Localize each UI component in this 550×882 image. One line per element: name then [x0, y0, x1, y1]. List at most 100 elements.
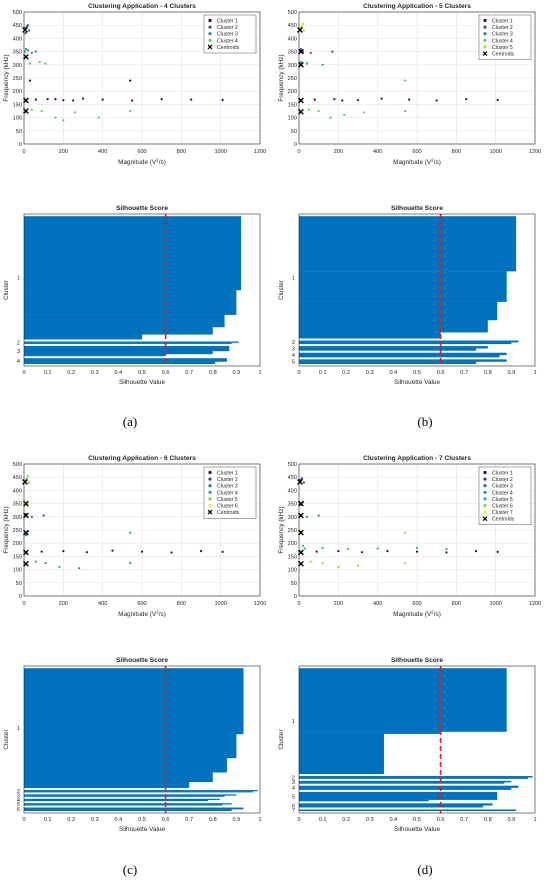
y-tick-label: 150	[13, 102, 22, 108]
x-tick-label: 0.9	[233, 370, 241, 376]
y-tick-label: 450	[13, 23, 22, 29]
chart-title: Clustering Application - 7 Clusters	[363, 455, 471, 462]
legend-label: Cluster 6	[217, 504, 238, 510]
data-point	[129, 531, 132, 534]
chart-title: Silhouette Score	[391, 657, 443, 664]
data-point	[27, 29, 31, 32]
plot-frame	[298, 665, 536, 814]
legend-label: Cluster 4	[492, 490, 513, 496]
silhouette-bar	[299, 668, 507, 732]
silhouette-bar	[24, 334, 142, 340]
silhouette-bar	[24, 790, 258, 792]
data-point	[337, 565, 340, 569]
data-point	[30, 51, 33, 55]
y-axis-label: Frequency (kHz)	[3, 506, 10, 553]
data-point	[408, 98, 411, 101]
data-point	[360, 551, 364, 554]
silhouette-bar	[299, 733, 384, 775]
chart-title: Silhouette Score	[116, 657, 168, 664]
x-axis-label: Magnitude (V2/s)	[118, 158, 166, 167]
legend-label: Cluster 3	[492, 32, 513, 38]
caption-b: (b)	[417, 414, 433, 429]
data-point	[54, 98, 57, 101]
legend-marker	[483, 45, 487, 49]
data-point	[321, 561, 324, 565]
y-tick-label: 5	[292, 794, 295, 800]
x-tick-label: 0	[22, 817, 25, 823]
centroid-marker	[22, 27, 28, 33]
data-point	[376, 547, 379, 550]
data-point	[343, 113, 346, 117]
legend-box	[478, 14, 532, 60]
legend-marker	[208, 497, 212, 501]
caption-d: (d)	[417, 862, 433, 877]
data-point	[62, 99, 65, 102]
silhouette-bar	[24, 807, 244, 810]
x-tick-label: 0.1	[44, 370, 52, 376]
legend-marker	[483, 32, 487, 36]
data-point	[362, 111, 365, 114]
silhouette-bar	[299, 340, 519, 343]
data-point	[199, 550, 203, 553]
y-tick-label: 400	[288, 488, 297, 494]
chart-title: Clustering Application - 4 Clusters	[88, 3, 196, 10]
centroid-marker	[22, 479, 28, 485]
data-point	[25, 477, 29, 480]
y-tick-label: 500	[288, 462, 297, 468]
x-tick-label: 1000	[214, 601, 226, 607]
y-tick-label: 350	[13, 50, 22, 56]
x-tick-label: 400	[98, 149, 107, 155]
data-point	[160, 98, 163, 101]
data-point	[404, 79, 407, 82]
legend-label: Cluster 1	[492, 19, 513, 25]
y-tick-label: 6	[17, 807, 20, 813]
data-point	[85, 551, 89, 554]
silhouette-bar	[24, 757, 227, 773]
x-tick-label: 0.7	[185, 817, 193, 823]
data-point	[496, 550, 499, 554]
x-tick-label: 0.3	[91, 817, 99, 823]
silhouette-bar	[299, 346, 488, 349]
y-tick-label: 300	[13, 63, 22, 69]
silhouette-bar	[299, 359, 507, 362]
data-point	[404, 561, 407, 565]
silhouette-bar	[24, 290, 237, 315]
legend-marker	[482, 516, 488, 522]
data-point	[77, 567, 81, 570]
y-tick-label: 200	[288, 89, 297, 95]
x-tick-label: 0.6	[437, 817, 445, 823]
legend-label: Cluster 4	[217, 490, 238, 496]
silhouette-bar	[299, 731, 441, 734]
caption-a: (a)	[122, 414, 138, 429]
x-tick-label: 600	[412, 149, 421, 155]
x-tick-label: 0.8	[209, 817, 217, 823]
y-tick-label: 250	[288, 76, 297, 82]
data-point	[42, 514, 45, 517]
data-point	[40, 109, 43, 113]
y-tick-label: 450	[288, 475, 297, 481]
x-tick-label: 0.5	[138, 817, 146, 823]
y-tick-label: 400	[288, 36, 297, 42]
y-axis-label: Cluster	[3, 729, 10, 750]
data-point	[404, 531, 407, 534]
legend-box	[478, 466, 532, 525]
legend-label: Cluster 3	[492, 484, 513, 490]
legend-marker	[208, 490, 212, 494]
y-tick-label: 350	[13, 502, 22, 508]
data-point	[317, 514, 320, 517]
y-tick-label: 100	[13, 116, 22, 122]
silhouette-bar	[299, 785, 519, 788]
data-point	[298, 26, 302, 29]
x-axis-label: Silhouette Value	[119, 826, 166, 833]
silhouette-bar	[299, 805, 484, 808]
x-tick-label: 1200	[529, 149, 541, 155]
silhouette-bar	[24, 341, 239, 343]
x-tick-label: 600	[412, 601, 421, 607]
y-tick-label: 3	[292, 346, 295, 352]
data-point	[101, 98, 104, 101]
plot-frame	[298, 213, 536, 367]
data-point	[299, 61, 303, 64]
data-point	[24, 534, 28, 537]
legend-marker	[207, 44, 213, 50]
y-tick-label: 2	[292, 340, 295, 346]
